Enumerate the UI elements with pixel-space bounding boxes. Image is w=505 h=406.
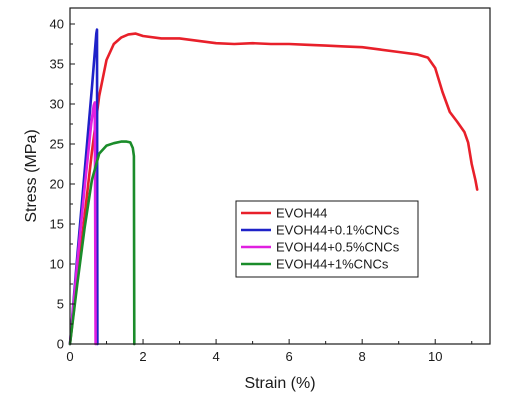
legend-entry-label: EVOH44+1%CNCs (276, 257, 389, 272)
plot-area-frame (69, 7, 491, 345)
series-line-3 (68, 140, 136, 346)
x-tick-label: 2 (139, 349, 146, 364)
y-tick-label: 15 (50, 217, 64, 232)
series-line-2 (68, 101, 97, 346)
y-tick-label: 20 (50, 177, 64, 192)
x-axis-title: Strain (%) (244, 375, 315, 392)
legend-entry-label: EVOH44+0.5%CNCs (276, 240, 400, 255)
y-tick-label: 10 (50, 257, 64, 272)
y-axis-title: Stress (MPa) (23, 129, 40, 222)
x-tick-label: 0 (66, 349, 73, 364)
x-tick-label: 4 (212, 349, 219, 364)
series-line-0 (68, 32, 479, 346)
y-tick-label: 5 (57, 297, 64, 312)
y-tick-label: 40 (50, 17, 64, 32)
x-tick-label: 10 (428, 349, 442, 364)
series-layer (68, 28, 479, 346)
x-tick-label: 8 (359, 349, 366, 364)
x-tick-label: 6 (286, 349, 293, 364)
y-tick-label: 30 (50, 97, 64, 112)
y-tick-label: 0 (57, 337, 64, 352)
legend-entry-label: EVOH44 (276, 206, 327, 221)
axis-ticks: 0 2 4 6 8 10 0 5 10 15 20 25 30 35 40 (50, 17, 473, 364)
legend-entry-label: EVOH44+0.1%CNCs (276, 223, 400, 238)
legend: EVOH44 EVOH44+0.1%CNCs EVOH44+0.5%CNCs EVOH… (235, 200, 419, 278)
y-tick-label: 35 (50, 57, 64, 72)
y-tick-label: 25 (50, 137, 64, 152)
